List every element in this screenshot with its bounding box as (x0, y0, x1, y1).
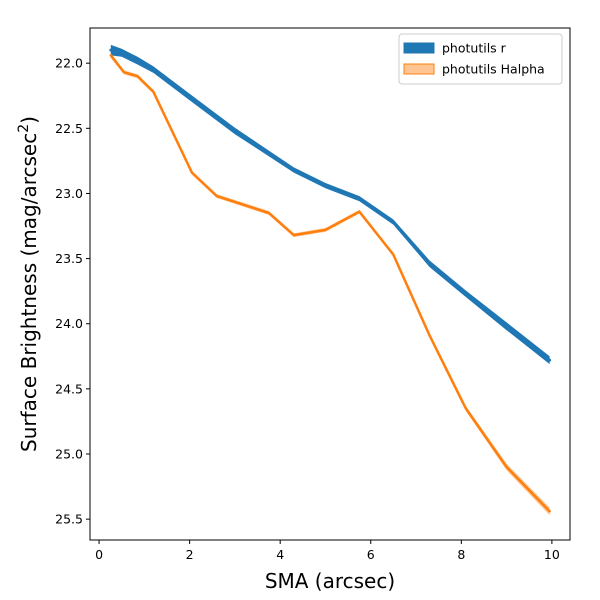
x-tick-label: 0 (95, 547, 103, 562)
legend-box (398, 33, 563, 85)
y-tick-label: 24.0 (55, 316, 83, 331)
y-tick-label: 22.0 (55, 56, 83, 71)
legend-label-0: photutils r (442, 41, 507, 56)
y-tick-label: 23.0 (55, 186, 83, 201)
series-1-band (110, 52, 550, 516)
x-axis-ticks: 0 2 4 6 8 10 (95, 540, 560, 562)
legend-label-1: photutils Halpha (442, 62, 545, 77)
legend: photutils r photutils Halpha (398, 33, 563, 85)
series-0-line (109, 48, 552, 362)
y-tick-label: 25.0 (55, 447, 83, 462)
x-tick-label: 6 (367, 547, 375, 562)
confidence-bands (110, 44, 550, 516)
x-tick-label: 2 (186, 547, 194, 562)
x-tick-label: 8 (457, 547, 465, 562)
y-tick-label: 25.5 (55, 512, 83, 527)
legend-swatch-1 (403, 63, 435, 75)
series-1-line (109, 54, 551, 513)
y-tick-label: 23.5 (55, 251, 83, 266)
series-0-band (110, 44, 550, 365)
x-tick-label: 10 (544, 547, 560, 562)
y-tick-label: 22.5 (55, 121, 83, 136)
legend-swatch-0 (403, 42, 435, 54)
y-axis-ticks: 22.0 22.5 23.0 23.5 24.0 24.5 25.0 25.5 (55, 56, 90, 527)
x-axis-label: SMA (arcsec) (265, 569, 395, 593)
series-lines (109, 48, 552, 513)
y-axis-label: Surface Brightness (mag/arcsec2) (16, 116, 41, 452)
y-tick-label: 24.5 (55, 381, 83, 396)
plot-frame (89, 27, 571, 541)
x-tick-label: 4 (276, 547, 284, 562)
